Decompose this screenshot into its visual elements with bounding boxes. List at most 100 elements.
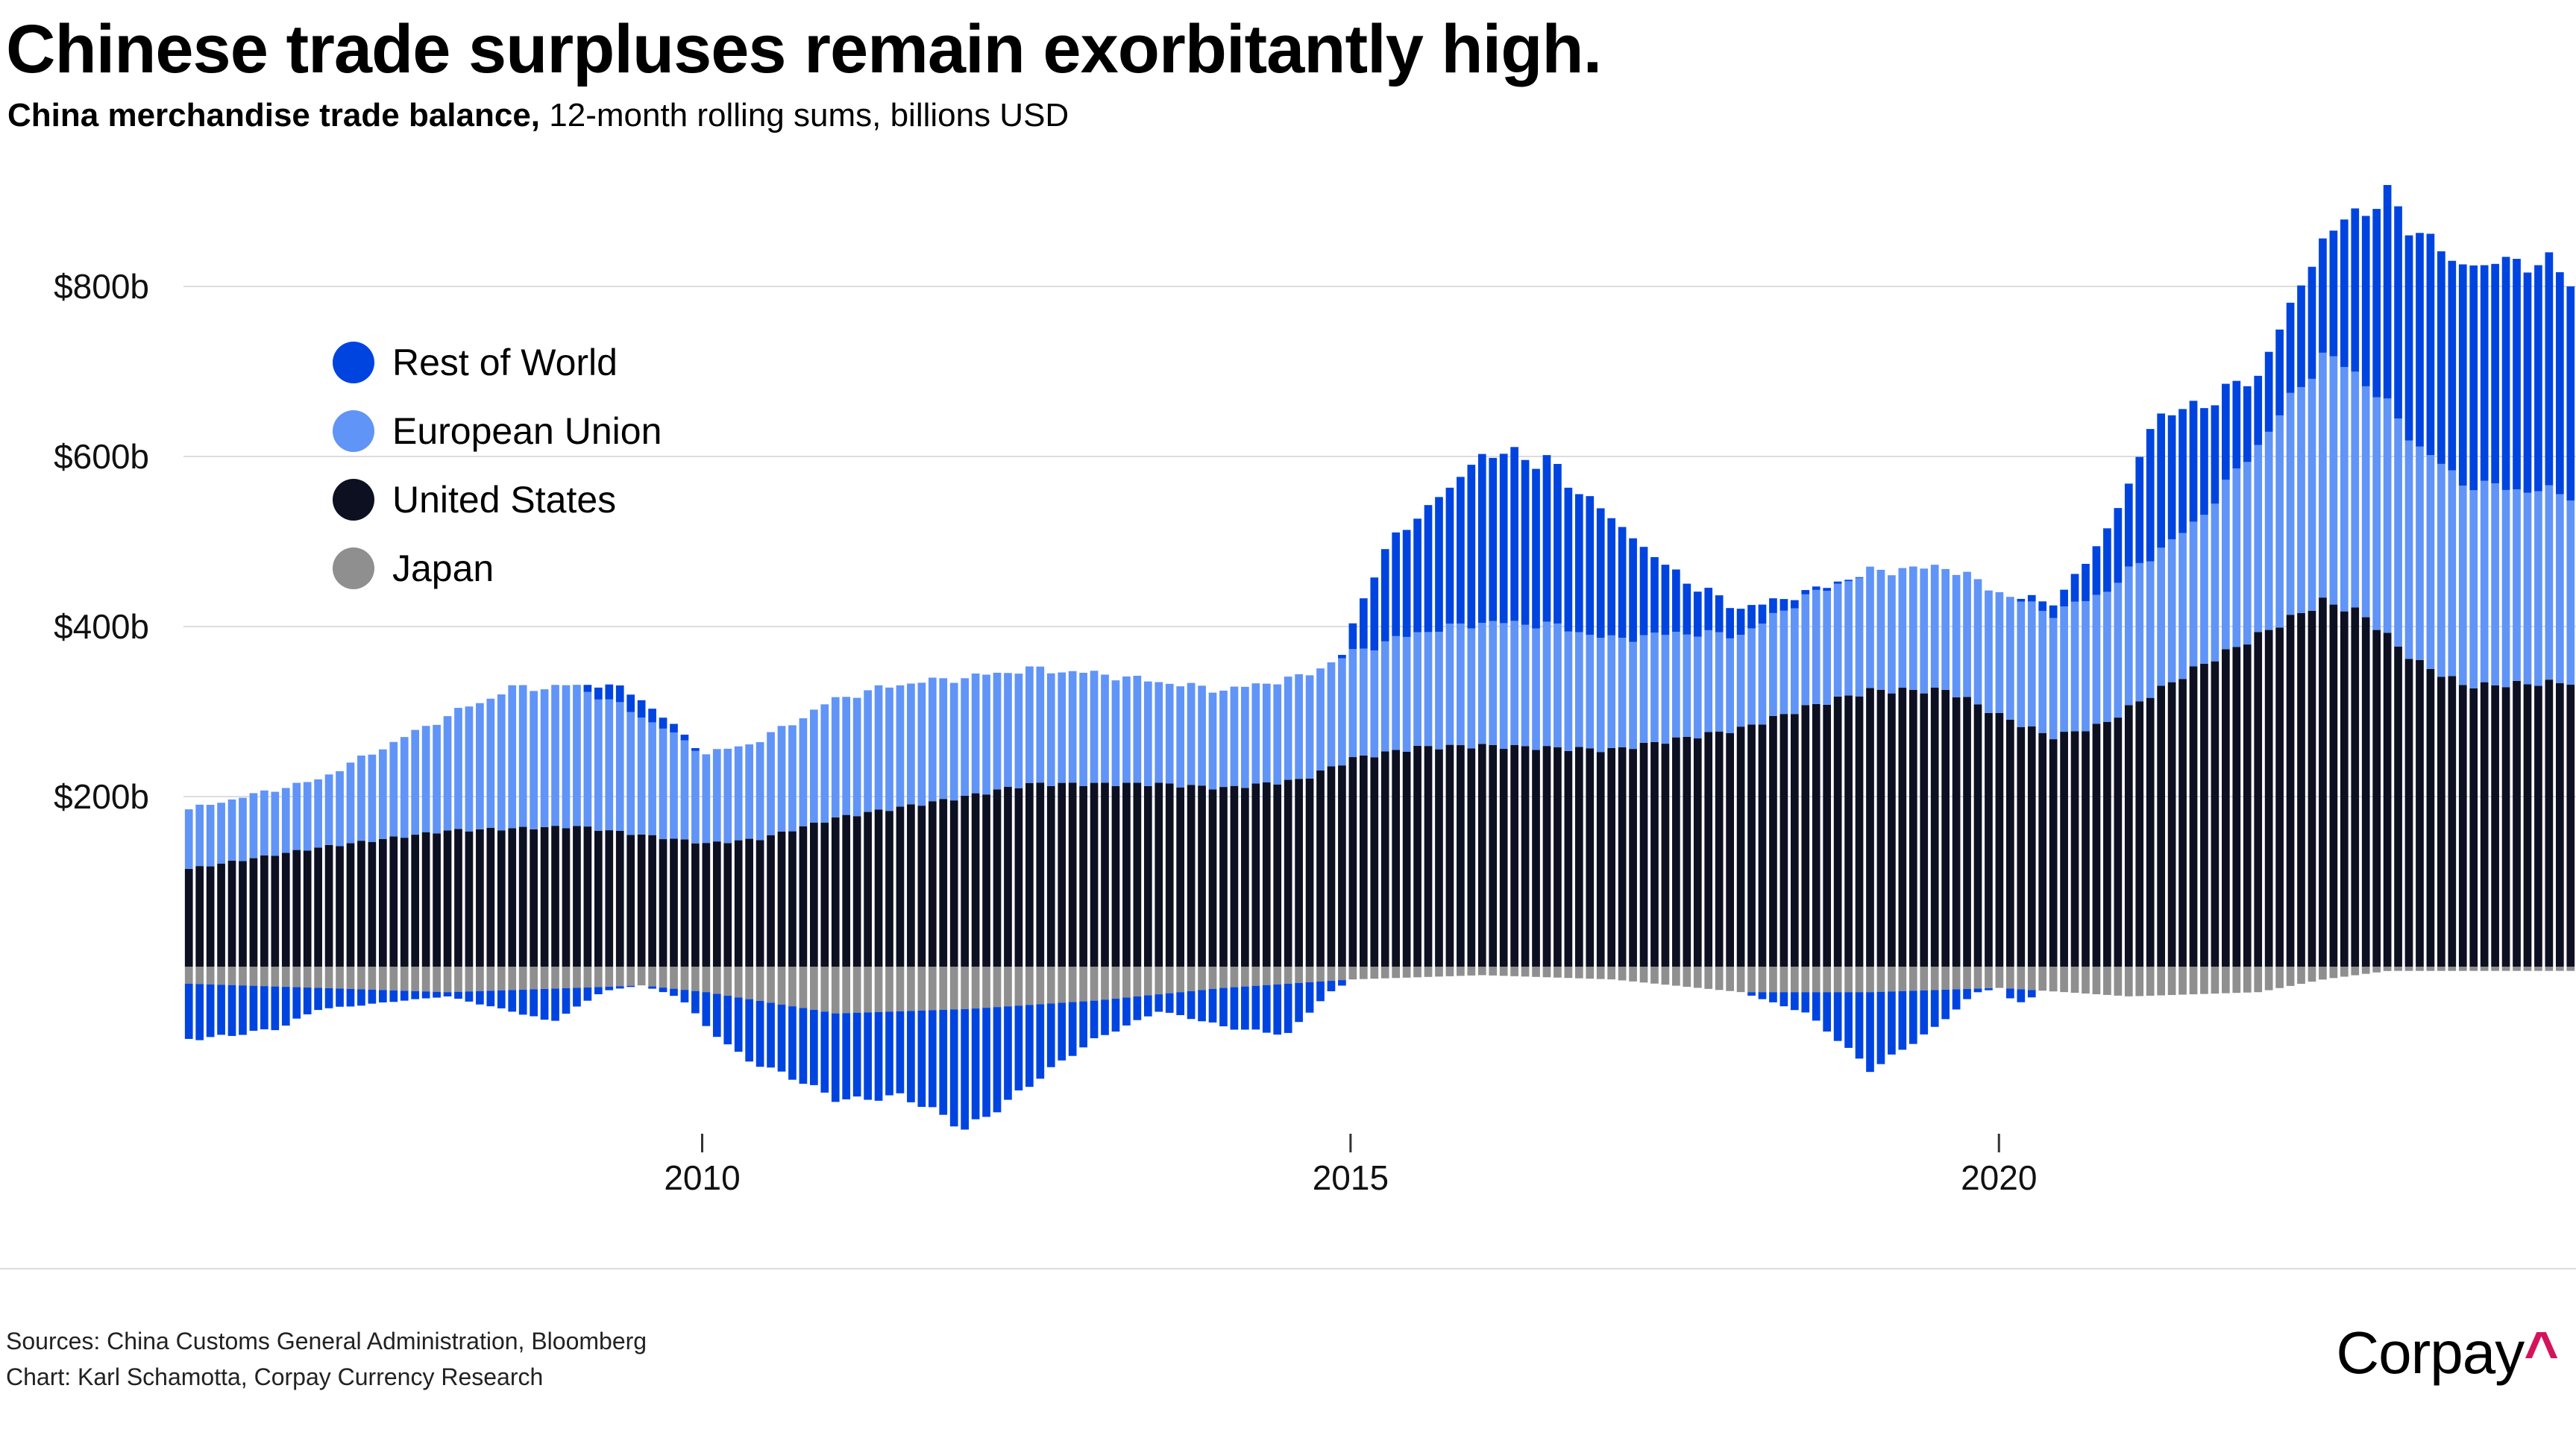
legend-item-rest-of-world[interactable]: Rest of World — [333, 328, 662, 397]
bar-japan — [1995, 967, 2004, 988]
bar-japan — [2566, 967, 2575, 971]
bar-united-states — [1683, 736, 1691, 967]
bar-european-union — [1963, 571, 1971, 697]
bar-rest-of-world — [1661, 565, 1670, 635]
bar-rest-of-world — [1380, 549, 1389, 641]
bar-rest-of-world-negative — [767, 1002, 775, 1068]
bar-rest-of-world — [1736, 609, 1745, 635]
bar-united-states — [1499, 749, 1508, 967]
legend-item-japan[interactable]: Japan — [333, 534, 662, 603]
bar-rest-of-world-negative — [324, 988, 333, 1008]
bar-rest-of-world — [1338, 655, 1346, 659]
bar-japan — [1596, 967, 1605, 979]
bar-united-states — [1554, 747, 1562, 967]
bar-united-states — [2189, 666, 2198, 967]
bar-united-states — [1316, 770, 1325, 967]
bar-european-union — [1402, 636, 1411, 752]
bar-rest-of-world — [2394, 206, 2402, 419]
bar-united-states — [1726, 732, 1734, 967]
bar-united-states — [1445, 744, 1454, 967]
bar-european-union — [1510, 621, 1518, 745]
bar-japan — [648, 967, 656, 987]
bar-european-union — [2448, 470, 2457, 677]
bar-united-states — [745, 838, 753, 967]
bar-japan — [562, 967, 571, 988]
bar-european-union — [949, 682, 958, 801]
bar-japan — [2383, 967, 2392, 971]
legend-item-united-states[interactable]: United States — [333, 465, 662, 534]
bar-rest-of-world — [1413, 518, 1421, 632]
bar-united-states — [659, 839, 667, 967]
bar-japan — [530, 967, 538, 990]
bar-rest-of-world-negative — [1316, 981, 1325, 1002]
bar-united-states — [1068, 782, 1077, 967]
bar-japan — [249, 967, 258, 986]
bar-rest-of-world — [2340, 219, 2349, 367]
bar-japan — [2458, 967, 2467, 971]
bar-japan — [1176, 967, 1185, 993]
bar-japan — [1650, 967, 1659, 984]
bar-european-union — [346, 762, 355, 844]
bar-european-union — [2555, 494, 2564, 683]
bar-rest-of-world-negative — [1295, 982, 1303, 1023]
bar-united-states — [799, 826, 808, 967]
bar-japan — [2351, 967, 2360, 976]
bar-united-states — [1672, 737, 1680, 967]
bar-rest-of-world — [1392, 532, 1401, 636]
bar-japan — [917, 967, 926, 1011]
bar-united-states — [562, 828, 571, 967]
bar-rest-of-world — [1726, 608, 1734, 638]
bar-united-states — [885, 811, 893, 967]
bar-united-states — [2135, 701, 2144, 967]
bar-united-states — [1823, 704, 1832, 967]
bar-rest-of-world-negative — [626, 985, 635, 988]
bar-european-union — [2211, 503, 2220, 662]
bar-european-union — [1564, 631, 1573, 751]
bar-united-states — [1844, 695, 1853, 967]
bar-european-union — [755, 742, 764, 841]
bar-united-states — [1392, 750, 1401, 967]
bar-japan — [583, 967, 592, 988]
bar-rest-of-world — [605, 684, 614, 700]
bar-japan — [907, 967, 915, 1011]
bar-european-union — [562, 685, 571, 829]
bar-european-union — [530, 691, 538, 829]
bar-european-union — [1101, 674, 1109, 783]
bar-rest-of-world — [2513, 259, 2521, 490]
bar-united-states — [777, 831, 786, 967]
bar-rest-of-world — [2027, 594, 2036, 602]
bar-united-states — [961, 795, 970, 967]
bar-united-states — [917, 806, 926, 967]
bar-japan — [1629, 967, 1637, 982]
subtitle-bold: China merchandise trade balance, — [7, 97, 541, 134]
brand-logo[interactable]: Corpay^ — [2336, 1319, 2559, 1387]
bar-japan — [1262, 967, 1271, 985]
bar-united-states — [1866, 688, 1874, 967]
bar-rest-of-world — [1704, 588, 1713, 630]
bar-united-states — [1790, 714, 1799, 967]
bar-united-states — [2017, 726, 2026, 967]
bar-japan — [2178, 967, 2187, 995]
bar-united-states — [443, 830, 452, 967]
bar-rest-of-world-negative — [777, 1004, 786, 1072]
legend-swatch-european-union — [333, 410, 374, 452]
bar-european-union — [184, 809, 193, 869]
bar-european-union — [1489, 621, 1498, 745]
bar-european-union — [626, 712, 635, 835]
bar-european-union — [1262, 683, 1271, 782]
footer-divider — [0, 1268, 2576, 1269]
bar-rest-of-world-negative — [1758, 992, 1767, 999]
bar-rest-of-world-negative — [486, 991, 495, 1007]
bar-rest-of-world-negative — [1801, 992, 1810, 1013]
bar-european-union — [2049, 618, 2058, 740]
bar-european-union — [1380, 641, 1389, 752]
legend-item-european-union[interactable]: European Union — [333, 397, 662, 465]
bar-united-states — [389, 836, 398, 967]
bar-european-union — [2394, 418, 2402, 647]
bar-japan — [357, 967, 365, 990]
bar-rest-of-world — [1833, 581, 1842, 584]
bar-united-states — [292, 850, 301, 967]
bar-european-union — [637, 718, 646, 835]
bar-united-states — [993, 789, 1002, 967]
bar-european-union — [1004, 673, 1012, 788]
